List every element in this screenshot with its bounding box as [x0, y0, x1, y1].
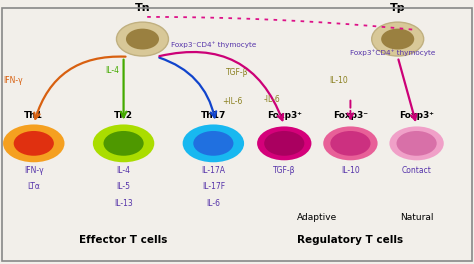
Ellipse shape — [323, 126, 378, 160]
Ellipse shape — [330, 131, 371, 156]
Ellipse shape — [372, 22, 424, 56]
Ellipse shape — [264, 131, 304, 156]
Ellipse shape — [381, 29, 414, 49]
Text: Foxp3⁻CD4⁺ thymocyte: Foxp3⁻CD4⁺ thymocyte — [171, 41, 256, 48]
Ellipse shape — [397, 131, 437, 156]
Text: Natural: Natural — [400, 213, 433, 221]
Text: Foxp3⁺: Foxp3⁺ — [399, 111, 434, 120]
Text: Regulatory T cells: Regulatory T cells — [297, 235, 403, 245]
Text: IL-17A: IL-17A — [201, 166, 225, 175]
Text: Adaptive: Adaptive — [297, 213, 337, 221]
Text: Th1: Th1 — [24, 111, 43, 120]
Ellipse shape — [182, 124, 244, 162]
Text: +IL-6: +IL-6 — [222, 97, 243, 106]
Text: TGF-β: TGF-β — [273, 166, 295, 175]
Text: TGF-β: TGF-β — [226, 68, 248, 77]
Text: Effector T cells: Effector T cells — [79, 235, 168, 245]
Ellipse shape — [103, 131, 144, 156]
Ellipse shape — [126, 29, 159, 49]
Ellipse shape — [390, 126, 444, 160]
Ellipse shape — [193, 131, 234, 156]
Text: -IL-6: -IL-6 — [264, 95, 281, 103]
Ellipse shape — [14, 131, 54, 156]
Text: IL-4: IL-4 — [117, 166, 130, 175]
Text: IL-17F: IL-17F — [202, 182, 225, 191]
Text: IL-6: IL-6 — [206, 199, 220, 208]
Text: Th2: Th2 — [114, 111, 133, 120]
Ellipse shape — [257, 126, 311, 160]
Text: Contact: Contact — [401, 166, 431, 175]
Text: LTα: LTα — [27, 182, 40, 191]
Ellipse shape — [93, 124, 155, 162]
Text: Tn: Tn — [135, 3, 150, 13]
Text: IFN-γ: IFN-γ — [3, 76, 23, 85]
Text: IL-10: IL-10 — [329, 76, 348, 85]
Text: IFN-γ: IFN-γ — [24, 166, 44, 175]
Text: IL-5: IL-5 — [117, 182, 130, 191]
Text: IL-10: IL-10 — [341, 166, 360, 175]
Ellipse shape — [117, 22, 168, 56]
Text: IL-13: IL-13 — [114, 199, 133, 208]
Ellipse shape — [3, 124, 64, 162]
Text: Th17: Th17 — [201, 111, 226, 120]
Text: IL-4: IL-4 — [105, 66, 119, 75]
Text: Foxp3⁺CD4⁺ thymocyte: Foxp3⁺CD4⁺ thymocyte — [350, 49, 436, 56]
Text: Tp: Tp — [390, 3, 405, 13]
Text: Foxp3⁻: Foxp3⁻ — [333, 111, 368, 120]
Text: Foxp3⁺: Foxp3⁺ — [267, 111, 301, 120]
